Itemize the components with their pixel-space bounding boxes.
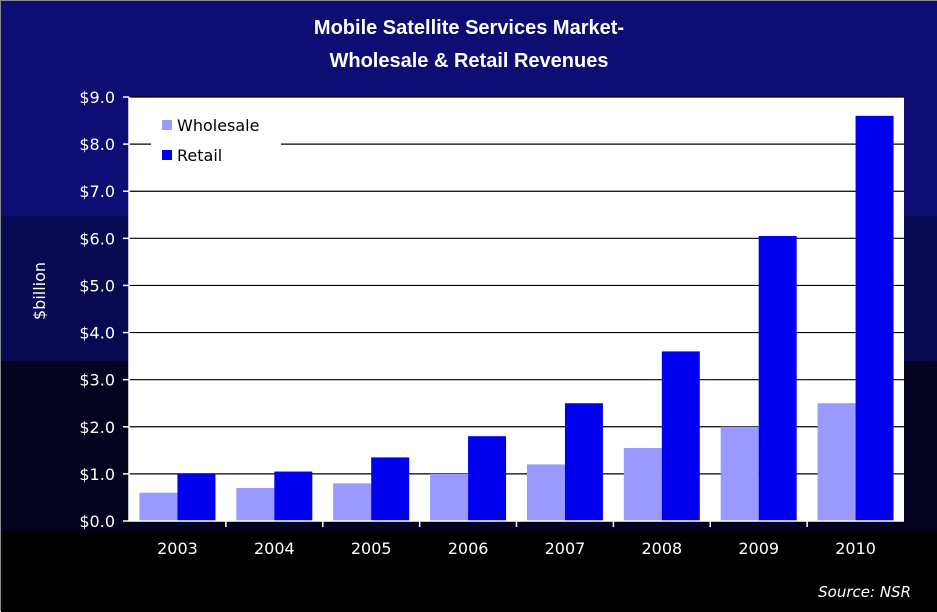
bar-wholesale-2008 (623, 447, 662, 521)
x-tick-label: 2006 (448, 539, 489, 558)
bar-wholesale-2006 (430, 473, 469, 521)
x-tick-label: 2004 (254, 539, 295, 558)
legend: Wholesale Retail (151, 107, 281, 173)
y-tick-label: $5.0 (79, 276, 115, 295)
x-tick-label: 2009 (738, 539, 779, 558)
background-band-bottom (1, 531, 937, 612)
legend-label-retail: Retail (177, 146, 222, 165)
bar-retail-2005 (371, 457, 410, 521)
legend-swatch-retail (162, 150, 172, 160)
legend-swatch-wholesale (162, 120, 172, 130)
y-tick-label: $1.0 (79, 465, 115, 484)
chart-title-line-1: Mobile Satellite Services Market- (314, 17, 624, 39)
x-tick-label: 2005 (351, 539, 392, 558)
bar-wholesale-2010 (817, 403, 856, 521)
chart-title-line-2: Wholesale & Retail Revenues (330, 50, 609, 72)
x-tick-label: 2007 (545, 539, 586, 558)
y-tick-label: $8.0 (79, 135, 115, 154)
x-tick-label: 2008 (641, 539, 682, 558)
y-tick-label: $4.0 (79, 324, 115, 343)
y-tick-label: $6.0 (79, 229, 115, 248)
axes (123, 96, 904, 527)
bar-wholesale-2003 (139, 492, 178, 521)
bar-retail-2008 (661, 351, 700, 521)
source-note: Source: NSR (818, 583, 911, 601)
bar-wholesale-2009 (720, 426, 759, 521)
gridlines (129, 96, 904, 475)
x-tick-labels: 2003 2004 2005 2006 2007 2008 2009 2010 (157, 539, 876, 558)
bar-wholesale-2007 (526, 464, 565, 521)
y-tick-label: $0.0 (79, 512, 115, 531)
legend-label-wholesale: Wholesale (177, 116, 259, 135)
bar-wholesale-2004 (236, 488, 275, 521)
y-tick-labels: $0.0 $1.0 $2.0 $3.0 $4.0 $5.0 $6.0 $7.0 $8.0 $9.0 (79, 88, 115, 531)
legend-box (151, 107, 281, 173)
y-tick-label: $3.0 (79, 371, 115, 390)
bars (139, 115, 894, 521)
y-axis-label: $billion (30, 262, 49, 320)
x-tick-label: 2003 (157, 539, 198, 558)
y-tick-label: $9.0 (79, 88, 115, 107)
bar-retail-2007 (564, 403, 603, 521)
bar-retail-2004 (274, 471, 313, 521)
bar-retail-2006 (468, 436, 507, 521)
bar-retail-2009 (758, 235, 797, 521)
y-tick-label: $7.0 (79, 182, 115, 201)
y-tick-label: $2.0 (79, 418, 115, 437)
bar-retail-2003 (177, 473, 216, 521)
x-tick-label: 2010 (835, 539, 876, 558)
bar-retail-2010 (855, 115, 894, 521)
bar-wholesale-2005 (333, 483, 372, 521)
